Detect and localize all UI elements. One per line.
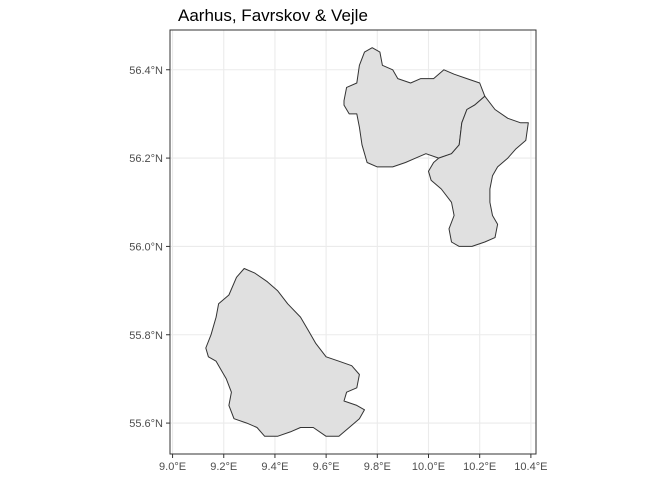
region-vejle [205,268,365,437]
x-tick-label-2: 9.4°E [261,461,288,473]
x-tick-label-6: 10.2°E [463,461,496,473]
x-tick-label-3: 9.6°E [313,461,340,473]
x-tick-label-5: 10.0°E [412,461,445,473]
region-aarhus [428,95,529,247]
gridlines [170,30,536,454]
x-tick-label-7: 10.4°E [514,461,547,473]
panel-border [169,29,537,455]
y-tick-label-1: 55.8°N [129,330,163,342]
y-axis: 55.6°N 55.8°N 56.0°N 56.2°N 56.4°N [129,65,170,430]
y-tick-label-2: 56.0°N [129,241,163,253]
map-title: Aarhus, Favrskov & Vejle [178,6,368,25]
map-panel [169,29,537,455]
x-tick-label-4: 9.8°E [364,461,391,473]
y-tick-label-0: 55.6°N [129,418,163,430]
x-tick-label-1: 9.2°E [210,461,237,473]
regions [205,47,529,437]
x-axis: 9.0°E 9.2°E 9.4°E 9.6°E 9.8°E 10.0°E 10.2°E 10.… [159,454,547,473]
y-tick-label-4: 56.4°N [129,65,163,77]
x-tick-label-0: 9.0°E [159,461,186,473]
y-tick-label-3: 56.2°N [129,153,163,165]
